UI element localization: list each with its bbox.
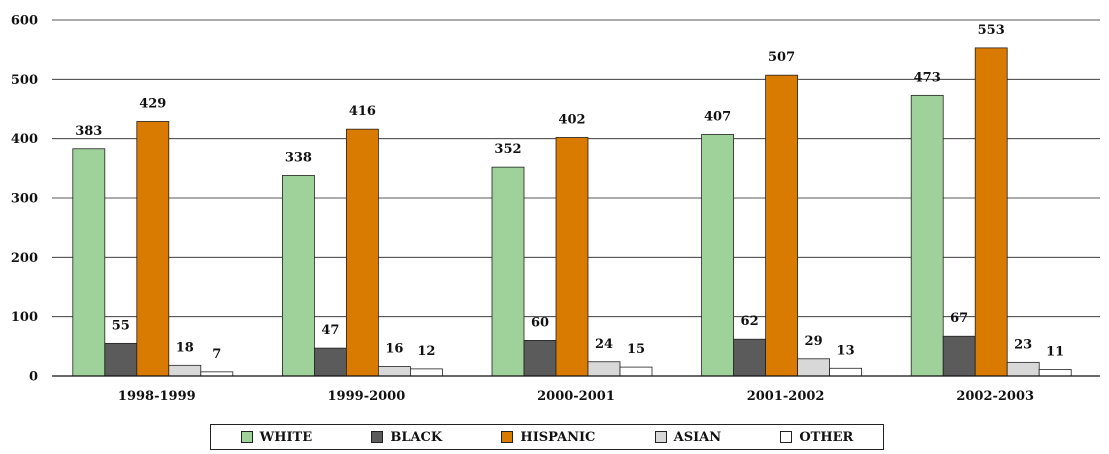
legend-swatch-black [371, 431, 384, 443]
legend: WHITE BLACK HISPANIC ASIAN OTHER [210, 424, 884, 450]
bar-white-1999-2000 [281, 175, 315, 377]
data-label-asian-1998-1999: 18 [176, 340, 194, 355]
data-label-white-1999-2000: 338 [285, 150, 312, 165]
bar-asian-1998-1999 [168, 364, 202, 377]
legend-item-asian: ASIAN [654, 429, 722, 445]
data-label-black-2001-2002: 62 [741, 314, 759, 329]
legend-item-white: WHITE [240, 429, 313, 445]
bar-black-1999-2000 [313, 347, 347, 377]
bar-hispanic-2001-2002 [765, 74, 798, 377]
x-tick-label: 1998-1999 [118, 389, 196, 404]
legend-item-other: OTHER [780, 430, 853, 445]
bar-white-2000-2001 [491, 166, 525, 377]
legend-label-hispanic: HISPANIC [520, 429, 596, 445]
data-label-white-2000-2001: 352 [494, 142, 521, 157]
bar-black-1998-1999 [104, 342, 138, 377]
legend-item-hispanic: HISPANIC [501, 430, 595, 445]
bar-other-2000-2001 [619, 366, 653, 377]
bar-white-2002-2003 [910, 94, 944, 377]
bars [72, 47, 1072, 377]
data-label-black-1999-2000: 47 [321, 323, 339, 338]
bar-hispanic-2002-2003 [974, 47, 1008, 377]
legend-label-black: BLACK [390, 429, 443, 445]
bar-other-1998-1999 [200, 371, 234, 377]
data-label-black-2000-2001: 60 [531, 315, 549, 330]
data-label-hispanic-1999-2000: 416 [349, 104, 376, 119]
data-label-hispanic-2002-2003: 553 [978, 23, 1005, 38]
legend-swatch-other [780, 431, 793, 443]
x-tick-label: 2002-2003 [956, 389, 1034, 404]
data-label-asian-1999-2000: 16 [385, 342, 403, 357]
bar-asian-2000-2001 [587, 361, 621, 377]
data-label-other-1998-1999: 7 [212, 347, 221, 362]
bar-white-1998-1999 [72, 148, 106, 377]
data-label-asian-2000-2001: 24 [595, 337, 613, 352]
data-label-black-1998-1999: 55 [112, 318, 130, 333]
y-tick-label: 500 [11, 73, 38, 88]
y-tick-label: 600 [11, 14, 38, 29]
bar-other-2001-2002 [829, 367, 862, 377]
legend-label-asian: ASIAN [673, 429, 722, 445]
bar-white-2001-2002 [701, 134, 734, 377]
bar-asian-2002-2003 [1006, 361, 1040, 377]
data-label-asian-2002-2003: 23 [1014, 337, 1032, 352]
bar-hispanic-1998-1999 [136, 121, 170, 377]
y-axis-ticks: 0 100 200 300 400 500 600 [11, 14, 38, 385]
data-label-other-2002-2003: 11 [1046, 344, 1064, 359]
bar-black-2001-2002 [733, 338, 766, 377]
bar-asian-1999-2000 [377, 366, 411, 377]
y-tick-label: 100 [11, 310, 38, 325]
data-label-black-2002-2003: 67 [950, 311, 968, 326]
y-tick-label: 200 [11, 251, 38, 266]
legend-swatch-white [240, 431, 253, 443]
data-labels: 383 55 429 18 7 338 47 416 16 12 352 60 402 24 15 407 62… [75, 23, 1064, 362]
y-tick-label: 0 [29, 370, 38, 385]
legend-label-other: OTHER [799, 429, 854, 445]
data-label-white-2001-2002: 407 [704, 110, 731, 125]
data-label-white-1998-1999: 383 [75, 124, 102, 139]
bar-other-1999-2000 [409, 368, 443, 377]
legend-swatch-hispanic [501, 431, 514, 443]
bar-other-2002-2003 [1038, 369, 1072, 377]
data-label-white-2002-2003: 473 [914, 70, 941, 85]
bar-chart: 0 100 200 300 400 500 600 383 55 429 18 7 338 47 416 1… [11, 14, 1100, 404]
x-tick-label: 1999-2000 [328, 389, 406, 404]
data-label-other-2001-2002: 13 [837, 343, 855, 358]
legend-label-white: WHITE [259, 429, 313, 445]
x-tick-label: 2000-2001 [537, 389, 615, 404]
data-label-other-2000-2001: 15 [627, 342, 645, 357]
bar-black-2000-2001 [523, 339, 557, 377]
bar-black-2002-2003 [942, 335, 976, 377]
bar-hispanic-1999-2000 [345, 128, 379, 377]
data-label-other-1999-2000: 12 [417, 344, 435, 359]
bar-hispanic-2000-2001 [555, 137, 589, 377]
legend-item-black: BLACK [371, 430, 442, 445]
y-tick-label: 300 [11, 192, 38, 207]
y-tick-label: 400 [11, 132, 38, 147]
bar-asian-2001-2002 [797, 358, 830, 377]
data-label-asian-2001-2002: 29 [805, 334, 823, 349]
data-label-hispanic-2000-2001: 402 [558, 112, 585, 127]
data-label-hispanic-2001-2002: 507 [768, 50, 795, 65]
data-label-hispanic-1998-1999: 429 [139, 96, 166, 111]
x-axis-ticks: 1998-1999 1999-2000 2000-2001 2001-2002 2002… [118, 389, 1034, 404]
x-tick-label: 2001-2002 [747, 389, 825, 404]
legend-swatch-asian [654, 431, 667, 443]
